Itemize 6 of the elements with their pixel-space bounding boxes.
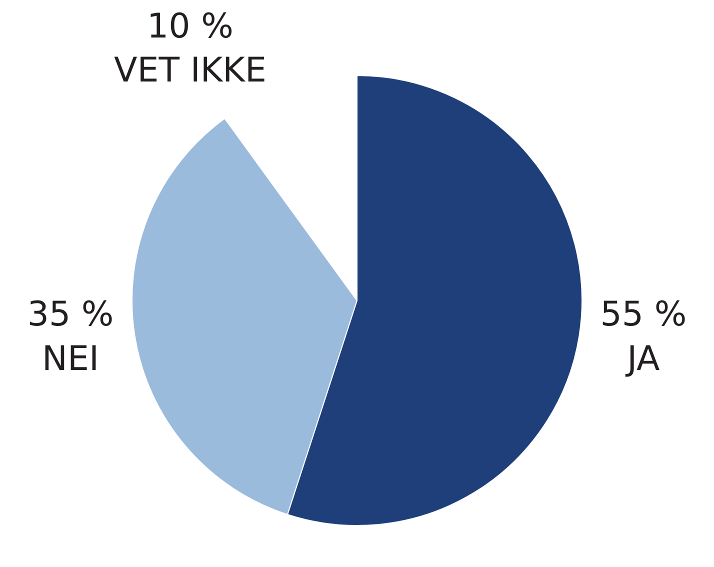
slice-label: VET IKKE bbox=[114, 50, 266, 91]
data-label: 55 % bbox=[600, 294, 687, 335]
data-label: 35 % bbox=[27, 294, 114, 335]
slice-label: JA bbox=[625, 338, 660, 379]
slice-label: NEI bbox=[42, 338, 99, 379]
data-label: 10 % bbox=[147, 6, 234, 46]
